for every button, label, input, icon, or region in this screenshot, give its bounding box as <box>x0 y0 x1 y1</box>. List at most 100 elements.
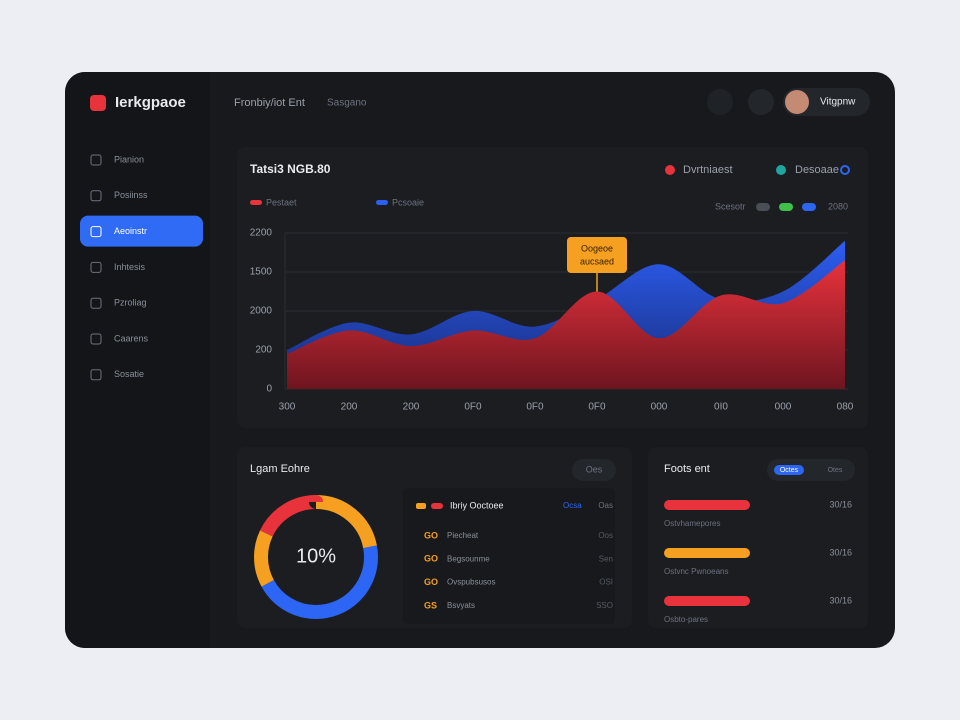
donut-center: 10% <box>296 545 336 567</box>
donut-segment <box>254 495 378 619</box>
nav-item[interactable]: Pzroliag <box>114 298 147 308</box>
y-tick-label: 2200 <box>250 228 273 239</box>
list-tag: Ocsa <box>563 501 582 510</box>
x-tick-label: 300 <box>279 402 296 413</box>
x-tick-label: 0F0 <box>464 402 482 413</box>
row-name: Begsounme <box>447 554 490 563</box>
progress-bar <box>664 548 750 558</box>
legend-swatch <box>376 200 388 205</box>
list-icon <box>431 503 443 509</box>
row-value: Oos <box>598 531 613 540</box>
toggle-on[interactable] <box>774 465 804 475</box>
row-icon: GO <box>424 530 438 540</box>
item-value: 30/16 <box>829 595 852 605</box>
nav-active <box>80 215 203 247</box>
row-name: Bsvyats <box>447 601 475 610</box>
x-tick-label: 0I0 <box>714 402 728 413</box>
legend-label: Pestaet <box>266 197 297 207</box>
pill[interactable] <box>756 203 770 211</box>
filter-icon <box>776 165 786 175</box>
x-tick-label: 000 <box>651 402 668 413</box>
nav-icon <box>90 297 102 309</box>
filter-icon <box>665 165 675 175</box>
y-tick-label: 0 <box>266 384 272 395</box>
x-tick-label: 000 <box>775 402 792 413</box>
donut-segment <box>254 495 378 619</box>
nav-icon <box>90 154 102 166</box>
y-tick-label: 200 <box>255 345 272 356</box>
legend-label: Pcsoaie <box>392 197 424 207</box>
y-tick-label: 1500 <box>250 267 273 278</box>
toggle-label: Octes <box>780 467 799 474</box>
right-panel <box>648 447 868 628</box>
x-tick-label: 200 <box>403 402 420 413</box>
progress-bar <box>664 500 750 510</box>
nav-item[interactable]: Inhtesis <box>114 262 146 272</box>
nav-icon <box>90 333 102 345</box>
row-icon: GO <box>424 554 438 564</box>
row-name: Piecheat <box>447 531 479 540</box>
item-caption: Osbto-pares <box>664 615 708 624</box>
nav-icon <box>90 369 102 381</box>
item-value: 30/16 <box>829 499 852 509</box>
list <box>403 488 615 624</box>
nav-item[interactable]: Caarens <box>114 333 149 343</box>
y-tick-label: 2000 <box>250 306 273 317</box>
panel-title: Lgam Eohre <box>250 463 310 475</box>
nav-item[interactable]: Posiinss <box>114 190 148 200</box>
range-label: Scesotr <box>715 201 746 211</box>
row-name: Ovspubsusos <box>447 578 495 587</box>
filter[interactable]: Desoaae <box>795 164 839 176</box>
breadcrumb: Fronbiy/iot Ent <box>234 97 305 109</box>
item-caption: Ostvhamepores <box>664 519 720 528</box>
filter[interactable]: Dvrtniaest <box>683 164 733 176</box>
nav-icon <box>90 190 102 202</box>
list-title: Ibriy Ooctoee <box>450 500 504 510</box>
progress-bar <box>664 596 750 606</box>
tooltip-line: aucsaed <box>580 256 614 266</box>
pill[interactable] <box>802 203 816 211</box>
list-icon <box>416 503 426 509</box>
nav-item[interactable]: Pianion <box>114 154 144 164</box>
item-value: 30/16 <box>829 547 852 557</box>
icon-button[interactable] <box>748 89 774 115</box>
list-tag: Oas <box>598 501 613 510</box>
item-caption: Ostvnc Pwnoeans <box>664 567 728 576</box>
nav-icon <box>90 261 102 273</box>
row-value: SSO <box>596 601 613 610</box>
tooltip <box>567 237 627 273</box>
logo <box>90 95 106 111</box>
area <box>287 260 845 389</box>
sidebar <box>65 72 210 648</box>
row-icon: GO <box>424 577 438 587</box>
button[interactable] <box>572 459 616 481</box>
row-value: Sen <box>599 554 613 563</box>
row-icon: GS <box>424 600 437 610</box>
nav-icon <box>90 226 102 238</box>
x-tick-label: 0F0 <box>526 402 544 413</box>
chart-title: Tatsi3 NGB.80 <box>250 162 331 176</box>
x-tick-label: 200 <box>341 402 358 413</box>
user-name: Vitgpnw <box>820 97 856 108</box>
nav-item[interactable]: Sosatie <box>114 369 144 379</box>
panel-title: Foots ent <box>664 463 710 475</box>
donut-segment <box>254 495 378 619</box>
pill[interactable] <box>779 203 793 211</box>
x-tick-label: 0F0 <box>588 402 606 413</box>
filter-icon <box>840 165 850 175</box>
avatar <box>785 90 809 114</box>
tab[interactable]: Sasgano <box>327 98 367 109</box>
nav-item[interactable]: Aeoinstr <box>114 226 147 236</box>
toggle[interactable] <box>767 459 855 481</box>
legend-swatch <box>250 200 262 205</box>
button-label: Oes <box>586 464 603 474</box>
tooltip-line: Oogeoe <box>581 243 613 253</box>
brand: Ierkgpaoe <box>115 94 186 111</box>
x-tick-label: 080 <box>837 402 854 413</box>
range-value: 2080 <box>828 201 848 211</box>
icon-button[interactable] <box>707 89 733 115</box>
toggle-label: Otes <box>828 467 843 474</box>
row-value: OSI <box>599 578 613 587</box>
